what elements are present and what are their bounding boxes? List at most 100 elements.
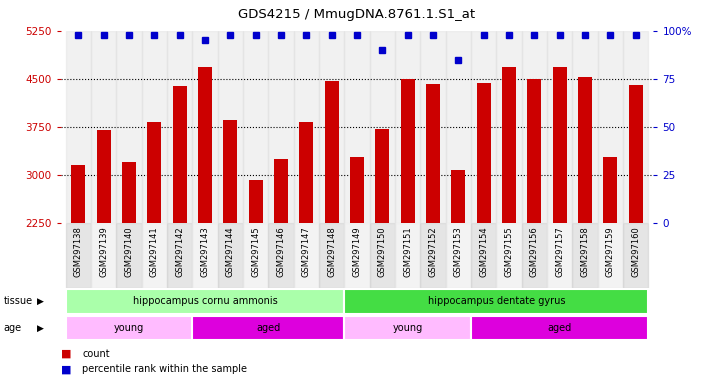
Text: GDS4215 / MmugDNA.8761.1.S1_at: GDS4215 / MmugDNA.8761.1.S1_at [238,8,476,21]
Bar [578,77,592,367]
Text: age: age [4,323,21,333]
Bar [553,67,567,367]
Text: GSM297149: GSM297149 [353,226,361,276]
Bar [496,31,522,223]
Bar [167,31,192,223]
Bar [268,31,293,223]
Bar [598,223,623,288]
Text: GSM297144: GSM297144 [226,226,235,276]
Bar [623,223,648,288]
Text: GSM297140: GSM297140 [124,226,134,276]
Bar [623,31,648,223]
Bar [66,31,91,223]
Bar [598,31,623,223]
Text: GSM297143: GSM297143 [201,226,209,277]
Bar [147,122,161,367]
Bar [446,223,471,288]
Bar [293,223,319,288]
Text: GSM297141: GSM297141 [150,226,159,276]
Bar [319,223,344,288]
Bar [370,223,395,288]
Bar [446,31,471,223]
Bar [572,223,598,288]
Bar [243,223,268,288]
Bar [496,223,522,288]
Bar [376,129,389,367]
Bar [471,223,496,288]
Bar [66,223,91,288]
Text: aged: aged [548,323,572,333]
Text: hippocampus cornu ammonis: hippocampus cornu ammonis [133,296,278,306]
Bar [395,223,421,288]
Text: young: young [393,323,423,333]
Text: GSM297159: GSM297159 [605,226,615,276]
Text: ■: ■ [61,349,71,359]
Bar [471,31,496,223]
Bar [167,223,192,288]
Bar [91,31,116,223]
Text: ▶: ▶ [37,324,44,333]
Text: GSM297138: GSM297138 [74,226,83,277]
Bar [502,67,516,367]
Text: GSM297155: GSM297155 [505,226,513,276]
Bar [319,31,344,223]
Text: GSM297147: GSM297147 [302,226,311,277]
Text: GSM297158: GSM297158 [580,226,590,277]
Text: young: young [114,323,144,333]
Bar [370,31,395,223]
Text: GSM297153: GSM297153 [454,226,463,277]
Bar [451,170,466,367]
Text: GSM297145: GSM297145 [251,226,260,276]
Bar [192,316,344,340]
Bar [299,122,313,367]
Bar [421,31,446,223]
Text: GSM297152: GSM297152 [428,226,438,276]
Text: hippocampus dentate gyrus: hippocampus dentate gyrus [428,296,565,306]
Text: GSM297146: GSM297146 [276,226,286,277]
Text: GSM297139: GSM297139 [99,226,109,277]
Bar [350,157,364,367]
Bar [192,223,218,288]
Bar [268,223,293,288]
Bar [528,79,541,367]
Bar [395,31,421,223]
Bar [603,157,617,367]
Text: GSM297156: GSM297156 [530,226,539,277]
Bar [71,165,86,367]
Text: GSM297151: GSM297151 [403,226,412,276]
Bar [173,86,186,367]
Bar [522,223,547,288]
Bar [142,31,167,223]
Bar [248,180,263,367]
Bar [218,223,243,288]
Bar [421,223,446,288]
Text: ▶: ▶ [37,297,44,306]
Text: GSM297154: GSM297154 [479,226,488,276]
Bar [325,81,338,367]
Text: GSM297160: GSM297160 [631,226,640,277]
Bar [97,130,111,367]
Text: aged: aged [256,323,281,333]
Text: GSM297157: GSM297157 [555,226,564,277]
Bar [547,31,572,223]
Text: count: count [82,349,110,359]
Bar [142,223,167,288]
Bar [192,31,218,223]
Bar [91,223,116,288]
Bar [522,31,547,223]
Text: percentile rank within the sample: percentile rank within the sample [82,364,247,374]
Bar [198,67,212,367]
Bar [471,316,648,340]
Bar [293,31,319,223]
Bar [344,31,370,223]
Bar [344,223,370,288]
Bar [344,316,471,340]
Bar [223,120,237,367]
Bar [401,79,415,367]
Bar [477,83,491,367]
Bar [122,162,136,367]
Text: GSM297142: GSM297142 [175,226,184,276]
Text: GSM297148: GSM297148 [327,226,336,277]
Bar [66,316,192,340]
Bar [243,31,268,223]
